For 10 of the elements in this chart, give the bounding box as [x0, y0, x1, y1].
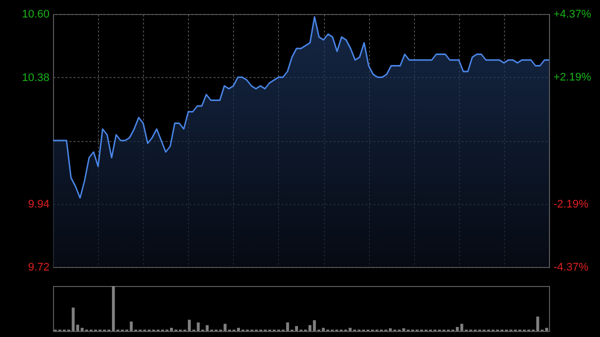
- y-tick-label: 9.72: [28, 262, 50, 274]
- y2-tick-label: -4.37%: [554, 262, 589, 274]
- y-tick-label: 10.38: [22, 72, 50, 84]
- y2-tick-label: +2.19%: [554, 72, 592, 84]
- y-tick-label: 9.94: [28, 198, 50, 210]
- bar: [388, 328, 392, 331]
- y2-tick-label: -2.19%: [554, 198, 589, 210]
- bar: [456, 326, 459, 331]
- y2-tick-label: +4.37%: [554, 8, 592, 20]
- y-tick-label: 10.60: [22, 8, 50, 20]
